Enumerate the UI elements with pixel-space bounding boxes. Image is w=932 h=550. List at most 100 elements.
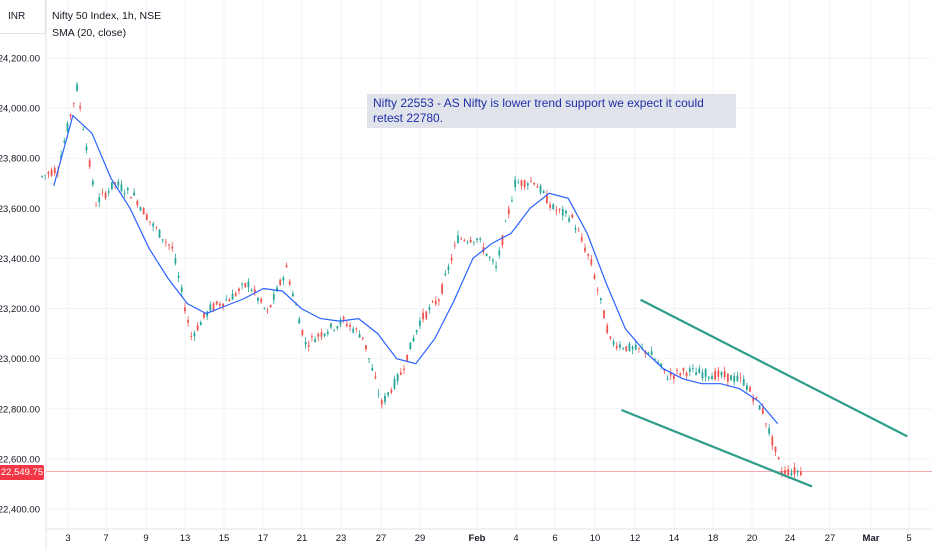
candle-body xyxy=(390,389,393,393)
candle-body xyxy=(164,241,167,243)
candle-body xyxy=(422,312,424,320)
candle-body xyxy=(755,397,758,399)
candle-body xyxy=(599,297,602,300)
candle-body xyxy=(244,282,247,287)
candle-body xyxy=(412,337,415,342)
candle-body xyxy=(161,239,164,241)
candle-body xyxy=(218,303,221,307)
candle-body xyxy=(355,328,358,330)
candle-body xyxy=(692,368,694,369)
candle-body xyxy=(653,359,656,361)
candle-body xyxy=(593,275,596,279)
candle-body xyxy=(441,284,444,294)
candle-body xyxy=(288,281,291,285)
candle-body xyxy=(311,335,313,337)
candle-body xyxy=(536,186,539,188)
candle-body xyxy=(174,258,177,264)
x-tick-label: 20 xyxy=(747,533,758,544)
candle-body xyxy=(231,293,234,300)
candle-body xyxy=(155,227,158,229)
candle-body xyxy=(139,207,142,211)
candle-body xyxy=(104,192,107,199)
candle-body xyxy=(457,235,459,243)
candle-body xyxy=(263,307,266,309)
sma-layer xyxy=(53,114,779,425)
y-tick-label: 23,400.00 xyxy=(0,254,40,265)
candle-body xyxy=(603,310,605,319)
indicator-label[interactable]: SMA (20, close) xyxy=(52,27,127,39)
x-tick-label: 17 xyxy=(258,533,269,544)
candle-body xyxy=(790,472,793,476)
x-tick-label: 15 xyxy=(219,533,230,544)
candle-body xyxy=(730,375,732,381)
candle-body xyxy=(409,342,412,350)
candle-body xyxy=(66,123,69,132)
candle-body xyxy=(647,352,650,354)
text-annotation[interactable]: Nifty 22553 - AS Nifty is lower trend su… xyxy=(367,94,736,128)
trendline-lower xyxy=(621,409,813,488)
candle-body xyxy=(479,238,482,241)
candle-body xyxy=(399,372,402,375)
candle-body xyxy=(130,197,132,199)
candle-body xyxy=(206,311,209,317)
grid xyxy=(46,0,932,529)
candle-body xyxy=(50,170,53,176)
candle-body xyxy=(463,239,466,241)
chart-legend: Nifty 50 Index, 1h, NSE SMA (20, close) xyxy=(52,8,161,42)
candle-body xyxy=(628,344,631,351)
candle-body xyxy=(142,207,145,215)
candle-body xyxy=(431,301,434,303)
candle-body xyxy=(228,299,231,302)
candle-body xyxy=(501,235,504,246)
candle-body xyxy=(758,405,761,410)
candle-body xyxy=(720,372,723,376)
candle-body xyxy=(358,334,361,338)
candle-body xyxy=(418,320,421,326)
candle-body xyxy=(660,363,663,367)
candle-body xyxy=(771,436,774,446)
candle-body xyxy=(514,179,517,188)
currency-button[interactable]: INR xyxy=(0,0,46,34)
candle-body xyxy=(41,175,43,177)
y-tick-label: 23,000.00 xyxy=(0,354,40,365)
candle-body xyxy=(638,347,640,349)
candle-body xyxy=(180,287,183,292)
candle-body xyxy=(257,297,259,301)
candle-body xyxy=(225,299,228,301)
candle-body xyxy=(85,146,88,151)
candle-body xyxy=(187,319,190,323)
candle-body xyxy=(447,266,450,271)
candle-body xyxy=(533,182,536,185)
candle-body xyxy=(406,354,409,362)
x-tick-label: 12 xyxy=(630,533,641,544)
x-tick-label: 18 xyxy=(708,533,719,544)
candle-body xyxy=(577,230,580,232)
candle-body xyxy=(520,180,523,186)
candle-body xyxy=(460,238,463,240)
x-tick-label: 29 xyxy=(415,533,426,544)
candle-body xyxy=(158,229,161,238)
candle-body xyxy=(742,378,745,386)
candle-body xyxy=(669,373,672,376)
candle-body xyxy=(95,205,97,207)
candle-body xyxy=(387,392,390,396)
candle-body xyxy=(765,423,767,425)
candle-body xyxy=(247,281,250,288)
candle-body xyxy=(177,275,180,278)
candle-body xyxy=(171,246,174,249)
x-tick-label: 9 xyxy=(143,533,148,544)
candle-body xyxy=(212,303,215,311)
symbol-title[interactable]: Nifty 50 Index, 1h, NSE xyxy=(52,10,162,22)
candle-body xyxy=(88,160,91,167)
candle-body xyxy=(91,180,94,185)
x-tick-label: 5 xyxy=(906,533,911,544)
candle-body xyxy=(69,114,72,117)
y-tick-label: 23,800.00 xyxy=(0,154,40,165)
sma-line xyxy=(53,114,779,425)
candle-body xyxy=(149,221,151,222)
candle-body xyxy=(123,193,126,195)
x-axis: 3 7 9 13 15 17 21 23 27 29 Feb 4 6 10 12 14 18 20 24 27 Mar 5 xyxy=(65,533,911,544)
x-tick-label: 27 xyxy=(825,533,836,544)
candle-body xyxy=(507,208,510,214)
